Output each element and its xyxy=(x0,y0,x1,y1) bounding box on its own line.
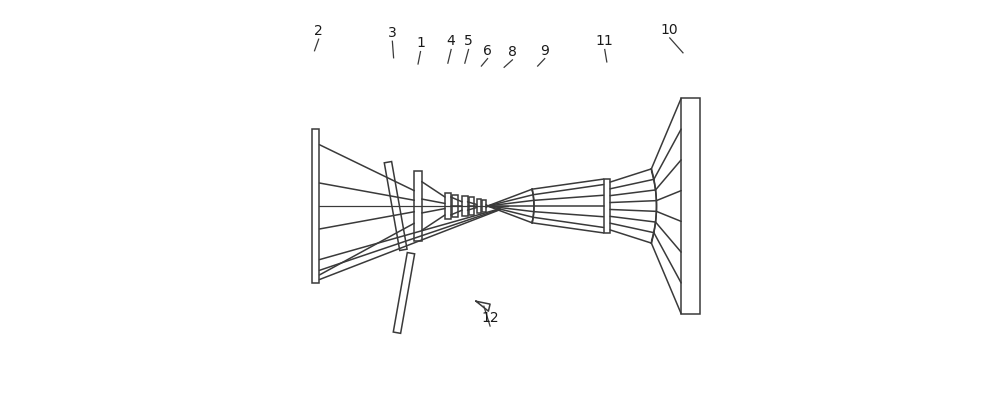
Bar xyxy=(604,180,610,233)
Bar xyxy=(414,172,422,241)
Bar xyxy=(312,130,319,283)
Text: 5: 5 xyxy=(464,34,473,48)
Text: 10: 10 xyxy=(661,23,679,37)
Text: 11: 11 xyxy=(596,34,614,48)
Bar xyxy=(452,195,458,218)
Text: 1: 1 xyxy=(416,36,425,50)
Bar xyxy=(469,197,474,216)
Text: 4: 4 xyxy=(447,34,456,48)
Bar xyxy=(482,200,486,213)
Bar xyxy=(445,194,451,219)
Text: 6: 6 xyxy=(483,43,492,57)
Text: 8: 8 xyxy=(508,45,517,59)
Text: 12: 12 xyxy=(481,310,499,324)
Bar xyxy=(477,199,481,214)
Bar xyxy=(384,162,407,251)
Bar xyxy=(462,197,468,216)
Text: 9: 9 xyxy=(540,43,549,57)
Bar xyxy=(681,99,700,314)
Text: 2: 2 xyxy=(314,24,323,38)
Bar xyxy=(393,253,415,334)
Text: 3: 3 xyxy=(388,26,397,40)
